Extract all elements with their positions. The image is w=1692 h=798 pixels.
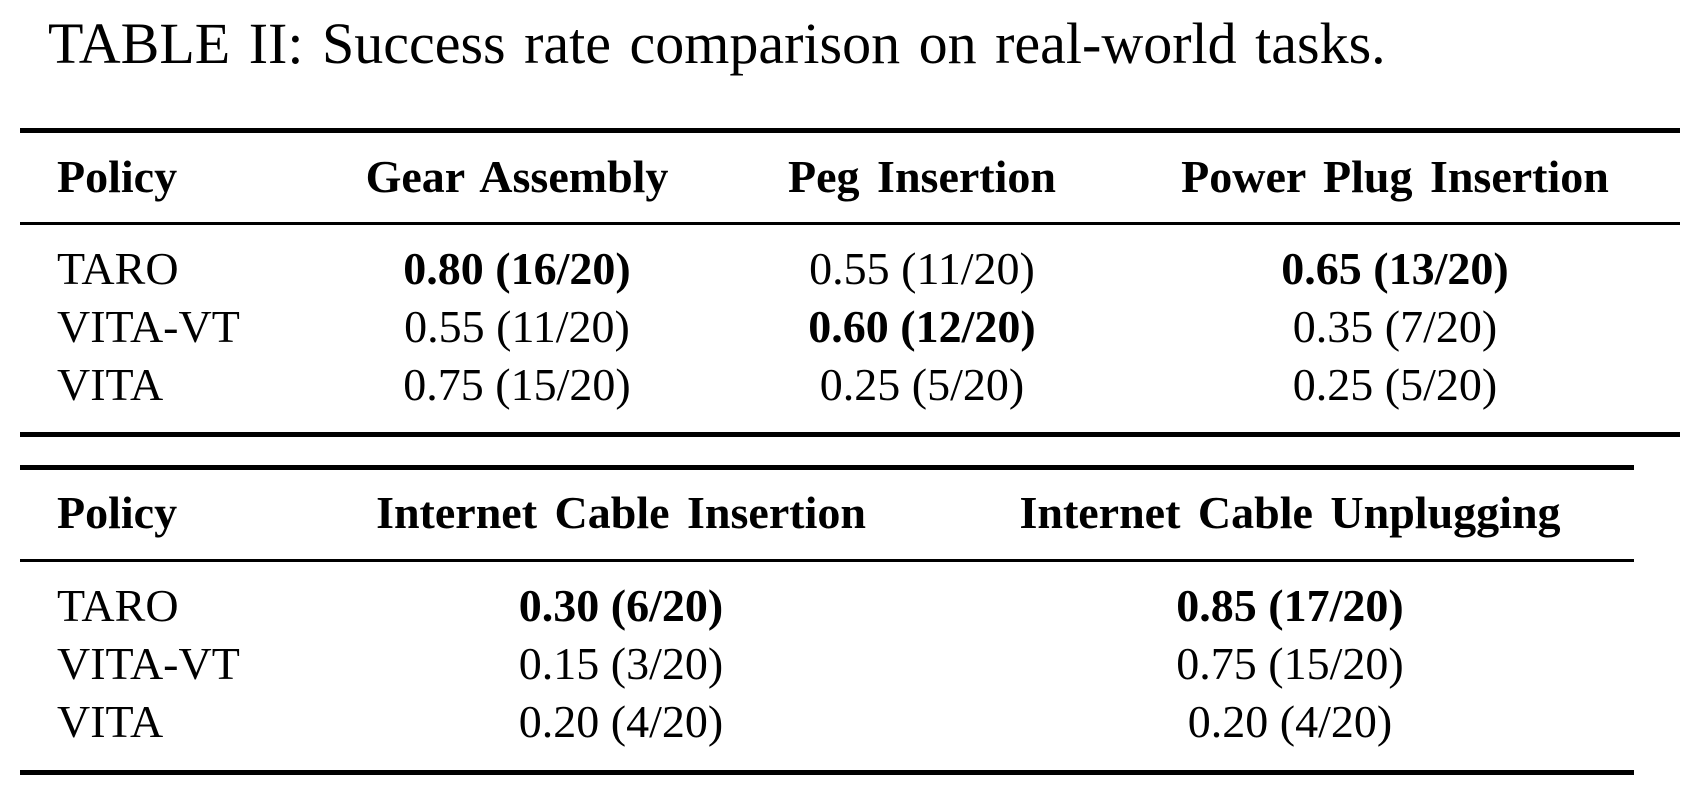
table-1-row-vita-gear-assembly: 0.75 (15/20) [403, 359, 631, 410]
table-2-header-policy: Policy [57, 487, 178, 538]
table-2-row-taro-policy: TARO [57, 580, 179, 631]
table-2-row-vita-vt-internet-cable-insertion: 0.15 (3/20) [518, 638, 724, 689]
table-1-row-taro-gear-assembly: 0.80 (16/20) [403, 243, 631, 294]
table-1-row-taro-peg-insertion: 0.55 (11/20) [809, 243, 1035, 294]
table-2-row-vita-vt-internet-cable-unplugging: 0.75 (15/20) [1176, 638, 1404, 689]
table-1-row-taro-policy: TARO [57, 243, 179, 294]
table-2-row-vita-internet-cable-insertion: 0.20 (4/20) [518, 696, 724, 747]
table-1-top-rule [20, 128, 1680, 133]
table-1-row-vita-vt-policy: VITA-VT [57, 301, 240, 352]
table-caption: TABLE II: Success rate comparison on rea… [48, 11, 1386, 76]
table-2-row-vita-vt-policy: VITA-VT [57, 638, 240, 689]
table-1-row-vita-vt-peg-insertion: 0.60 (12/20) [808, 301, 1036, 352]
table-1-row-vita-vt-power-plug-insertion: 0.35 (7/20) [1292, 301, 1498, 352]
table-2-row-taro-internet-cable-insertion: 0.30 (6/20) [518, 580, 724, 631]
table-1-header-power-plug-insertion: Power Plug Insertion [1181, 151, 1609, 202]
table-2-bottom-rule [20, 770, 1634, 775]
table-2-top-rule [20, 465, 1634, 470]
table-1-row-vita-peg-insertion: 0.25 (5/20) [819, 359, 1025, 410]
table-2-header-internet-cable-unplugging: Internet Cable Unplugging [1019, 487, 1561, 538]
table-1-row-vita-policy: VITA [57, 359, 164, 410]
table-2-row-vita-policy: VITA [57, 696, 164, 747]
table-1-header-policy: Policy [57, 151, 178, 202]
table-1-row-taro-power-plug-insertion: 0.65 (13/20) [1281, 243, 1509, 294]
table-2-row-vita-internet-cable-unplugging: 0.20 (4/20) [1187, 696, 1393, 747]
table-2-header-internet-cable-insertion: Internet Cable Insertion [376, 487, 866, 538]
table-1-header-peg-insertion: Peg Insertion [788, 151, 1056, 202]
table-2-mid-rule [20, 559, 1634, 562]
table-1-header-gear-assembly: Gear Assembly [365, 151, 669, 202]
table-1-row-vita-power-plug-insertion: 0.25 (5/20) [1292, 359, 1498, 410]
table-1-row-vita-vt-gear-assembly: 0.55 (11/20) [404, 301, 630, 352]
table-1-bottom-rule [20, 432, 1680, 437]
table-1-mid-rule [20, 222, 1680, 225]
table-2-row-taro-internet-cable-unplugging: 0.85 (17/20) [1176, 580, 1404, 631]
